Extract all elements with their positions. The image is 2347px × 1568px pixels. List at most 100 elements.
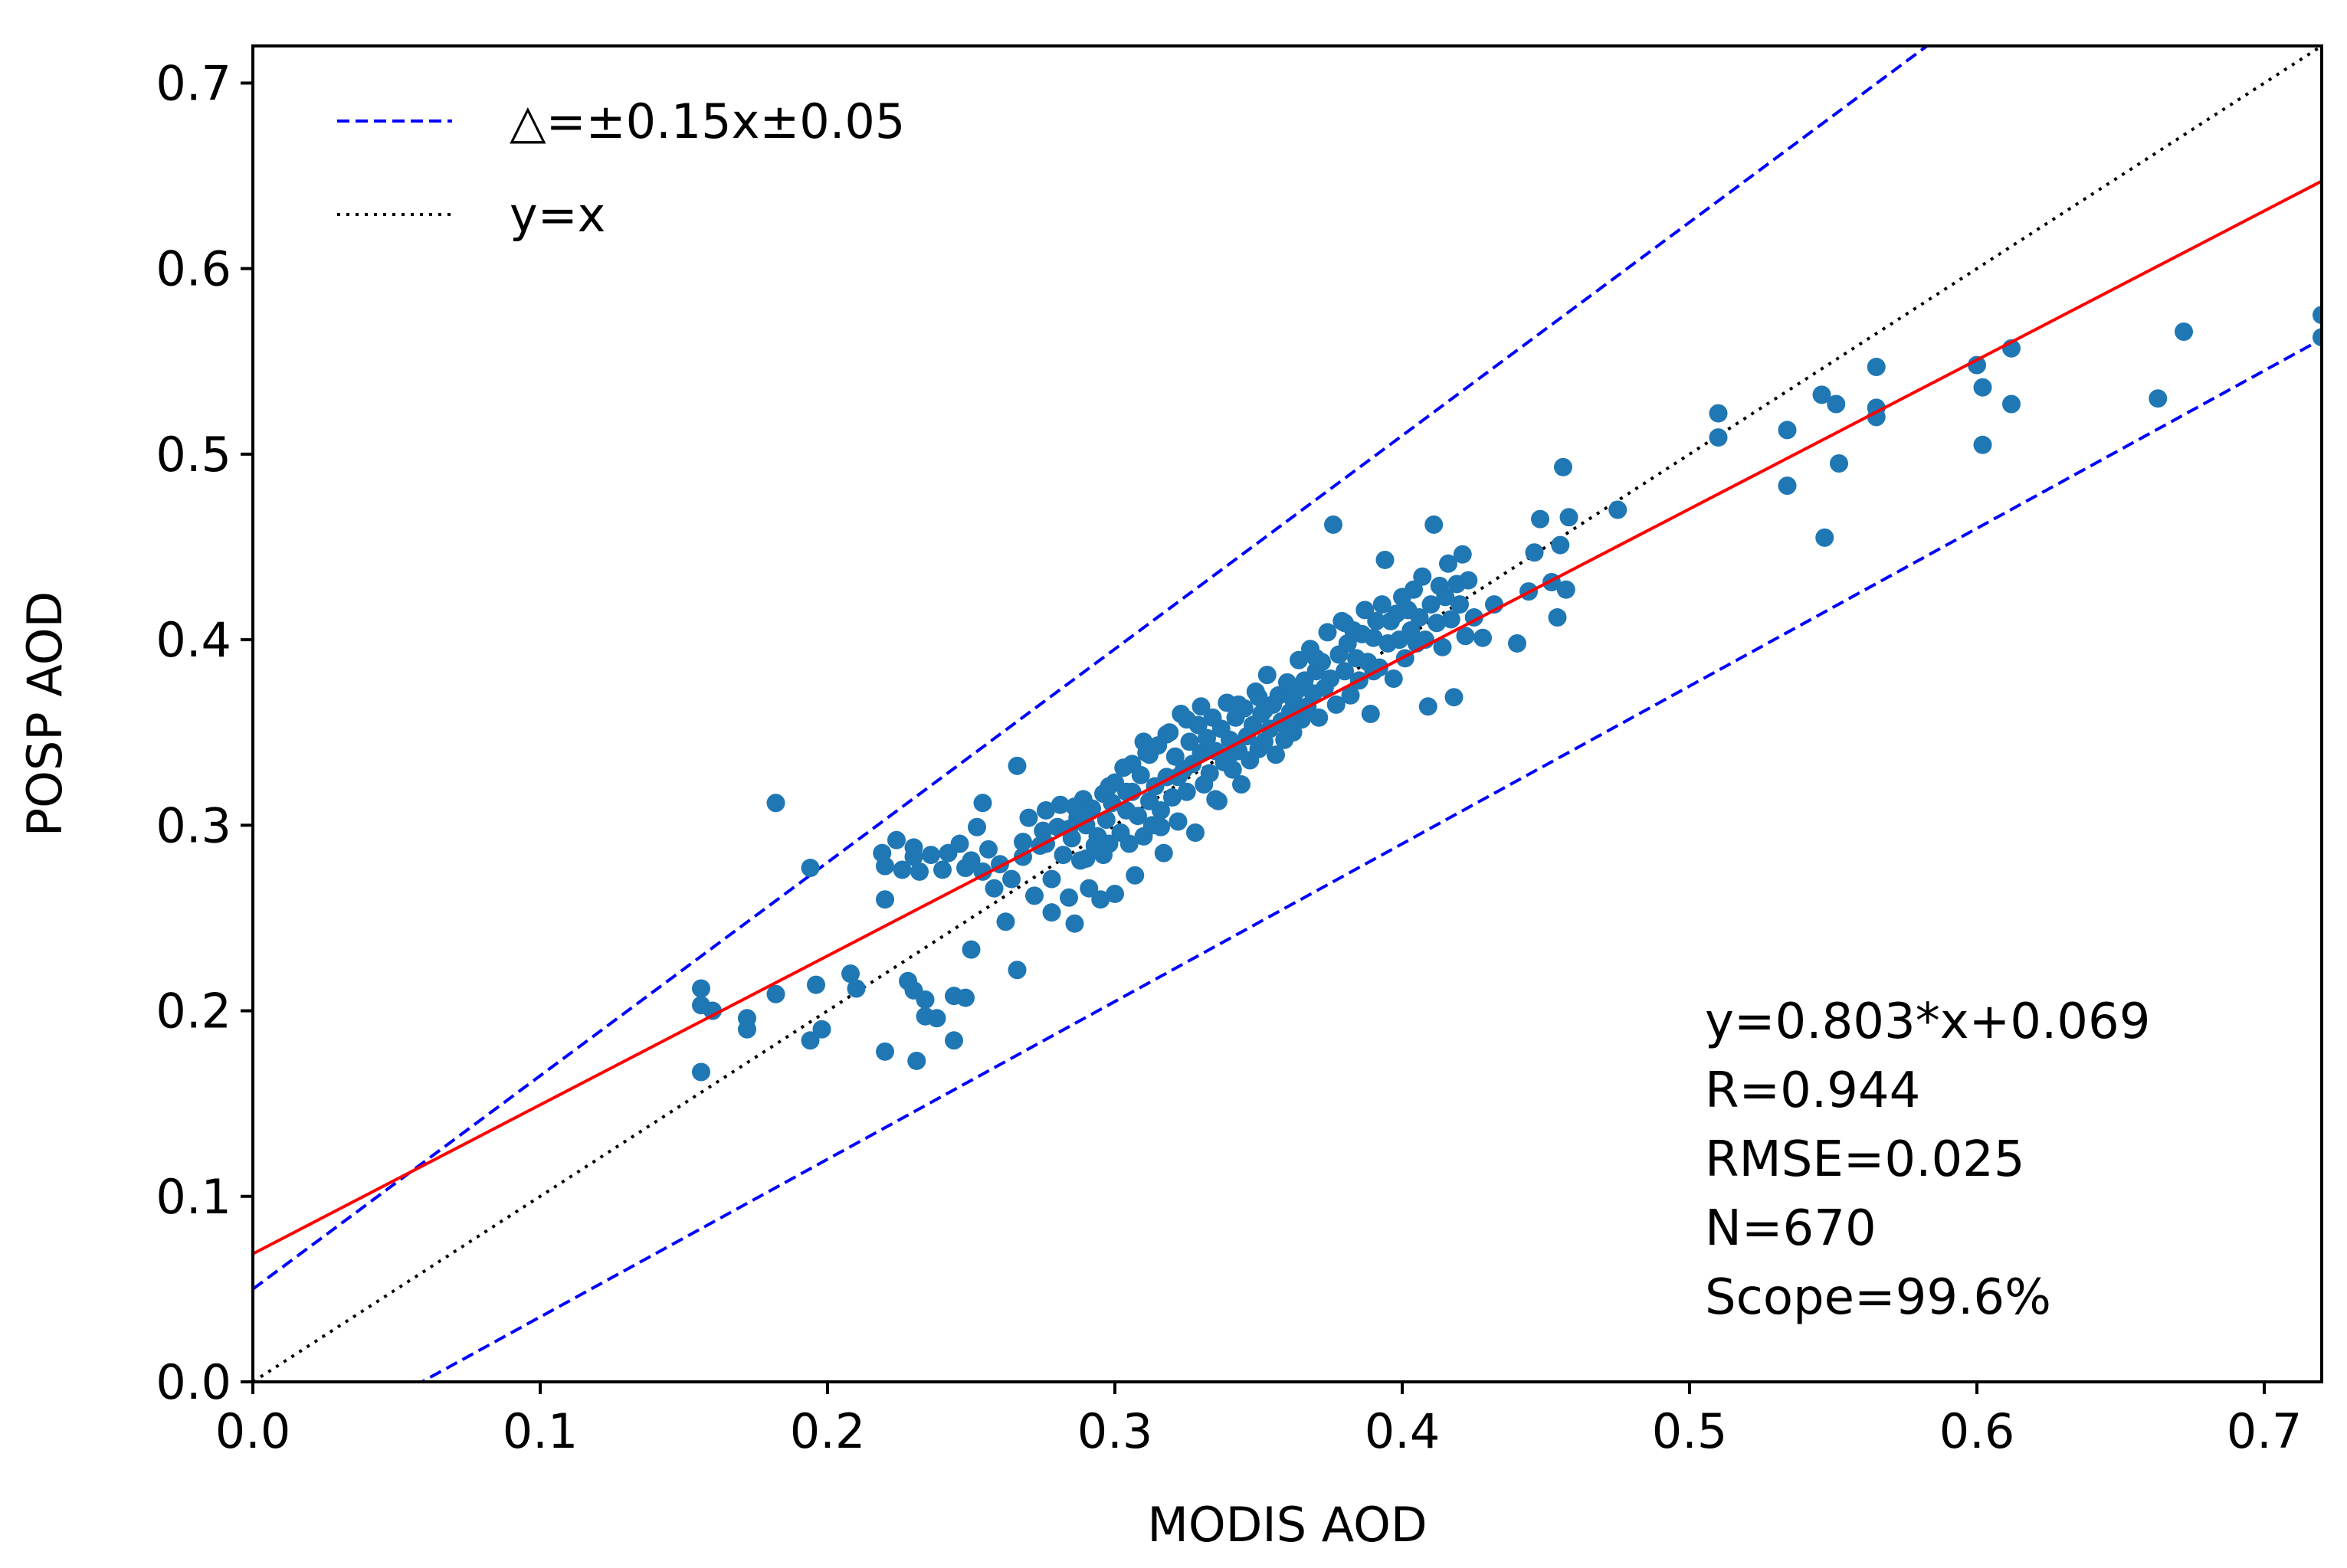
data-point	[1336, 662, 1354, 681]
data-point	[766, 794, 785, 813]
x-tick-label: 0.1	[503, 1403, 579, 1459]
data-point	[1551, 535, 1570, 555]
x-tick-label: 0.5	[1652, 1403, 1728, 1459]
data-point	[1177, 782, 1196, 801]
data-point	[1830, 454, 1848, 473]
data-point	[801, 1031, 820, 1050]
x-tick-label: 0.4	[1365, 1403, 1441, 1459]
data-point	[1165, 747, 1185, 766]
data-point	[847, 979, 866, 998]
data-point	[1418, 697, 1437, 716]
data-point	[1421, 595, 1441, 614]
data-point	[922, 846, 940, 865]
data-point	[893, 860, 912, 879]
data-point	[1413, 567, 1432, 586]
line-lower-envelope	[418, 337, 2322, 1382]
data-point	[876, 1042, 894, 1061]
data-point	[1364, 628, 1383, 647]
x-tick-label: 0.2	[790, 1403, 866, 1459]
data-point	[1065, 797, 1084, 817]
data-point	[910, 862, 929, 881]
data-point	[2175, 322, 2193, 342]
data-point	[1508, 633, 1526, 653]
data-point	[1375, 550, 1395, 569]
data-point	[1154, 843, 1173, 863]
data-point	[1778, 421, 1797, 440]
data-point	[1973, 378, 1992, 397]
data-point	[801, 859, 820, 878]
data-point	[1126, 866, 1145, 885]
data-point	[2149, 389, 2168, 408]
data-point	[2313, 328, 2322, 347]
data-point	[1531, 509, 1549, 529]
data-point	[1441, 610, 1460, 629]
stats-scope: Scope=99.6%	[1705, 1269, 2051, 1326]
data-point	[956, 988, 975, 1007]
data-point	[1060, 888, 1078, 907]
data-point	[973, 794, 992, 813]
data-point	[1310, 708, 1329, 727]
data-point	[1709, 428, 1728, 447]
data-point	[1025, 886, 1044, 905]
data-point	[887, 830, 906, 849]
data-point	[1968, 355, 1986, 375]
data-point	[1223, 760, 1242, 779]
data-point	[962, 940, 981, 959]
data-point	[1255, 701, 1273, 720]
data-point	[1140, 745, 1159, 764]
x-axis: 0.0 0.1 0.2 0.3 0.4 0.5 0.6 0.7	[215, 1382, 2302, 1459]
data-point	[1318, 623, 1337, 642]
data-point	[1525, 543, 1544, 562]
y-tick-label: 0.6	[156, 241, 231, 297]
data-point	[1002, 869, 1021, 889]
data-point	[1290, 650, 1308, 669]
x-tick-label: 0.6	[1939, 1403, 2015, 1459]
data-point	[1229, 695, 1248, 714]
data-point	[1177, 710, 1196, 729]
data-point	[1973, 435, 1992, 454]
data-point	[1608, 500, 1627, 519]
data-point	[968, 817, 986, 836]
data-point	[1119, 834, 1139, 853]
data-point	[1473, 628, 1492, 647]
data-point	[1065, 914, 1084, 933]
data-point	[1206, 790, 1225, 809]
data-point	[907, 1051, 926, 1070]
legend-label-envelope: △=±0.15x±0.05	[510, 93, 905, 149]
data-point	[841, 964, 860, 984]
data-point	[2002, 394, 2021, 414]
data-point	[1326, 695, 1346, 714]
plot-area	[253, 46, 2322, 1382]
data-point	[1444, 688, 1464, 707]
legend: △=±0.15x±0.05 y=x	[337, 93, 905, 243]
data-point	[1100, 777, 1119, 796]
data-point	[1019, 808, 1038, 827]
data-point	[1091, 890, 1110, 909]
data-point	[1453, 545, 1472, 564]
data-point	[692, 979, 710, 998]
data-point	[1267, 745, 1285, 764]
data-point	[1456, 627, 1475, 646]
data-point	[1554, 457, 1572, 476]
data-point	[1180, 732, 1199, 751]
data-point	[1163, 788, 1182, 807]
data-point	[916, 990, 935, 1010]
data-point	[1283, 689, 1303, 709]
data-point	[1186, 823, 1205, 843]
data-point	[904, 838, 923, 857]
data-point	[1123, 755, 1142, 774]
stats-r: R=0.944	[1705, 1062, 1920, 1119]
data-point	[1459, 571, 1478, 590]
data-point	[1548, 608, 1567, 627]
data-point	[1054, 846, 1073, 865]
data-point	[1008, 756, 1027, 775]
y-axis-label: POSP AOD	[17, 591, 73, 837]
data-point	[1778, 476, 1797, 496]
y-tick-label: 0.2	[156, 984, 231, 1039]
data-point	[692, 1062, 710, 1082]
y-tick-label: 0.0	[156, 1354, 231, 1410]
y-tick-label: 0.3	[156, 797, 231, 853]
data-point	[1008, 961, 1027, 980]
data-point	[979, 840, 998, 859]
data-point	[1709, 404, 1728, 423]
